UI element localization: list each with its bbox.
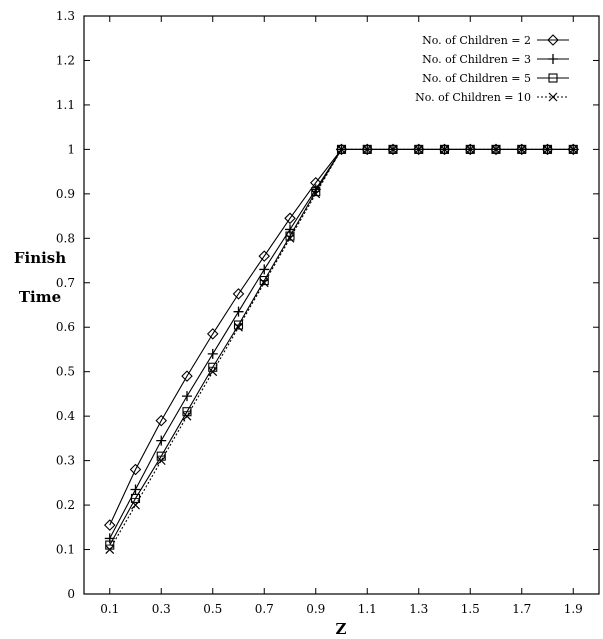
y-tick-label: 0 (67, 587, 75, 601)
y-tick-label: 0.9 (56, 187, 75, 201)
series-2 (104, 144, 579, 544)
diamond-marker (181, 370, 193, 382)
series-1 (103, 143, 580, 531)
x-tick-label: 0.3 (152, 602, 171, 616)
plus-marker (310, 184, 321, 195)
y-tick-label: 1 (67, 142, 75, 156)
cross-marker (234, 322, 243, 332)
legend-label: No. of Children = 10 (415, 91, 531, 104)
x-tick-label: 0.9 (306, 602, 325, 616)
plot-frame (83, 15, 600, 595)
y-tick-label: 0.3 (56, 454, 75, 468)
cross-marker (388, 144, 398, 154)
diamond-marker (547, 34, 559, 46)
x-tick-label: 1.5 (461, 602, 480, 616)
diamond-marker (103, 519, 116, 531)
cross-marker (105, 545, 115, 554)
legend-entry-2: No. of Children = 3 (422, 53, 569, 66)
x-tick-label: 1.3 (409, 602, 428, 616)
diamond-marker (232, 288, 245, 300)
series-line (109, 148, 574, 546)
series-line (109, 148, 574, 539)
y-tick-label: 0.2 (56, 498, 75, 512)
diamond-marker (284, 212, 296, 225)
y-axis-label-line-2: Time (19, 288, 61, 306)
x-tick-label: 0.1 (100, 602, 119, 616)
diamond-marker (129, 463, 142, 476)
diamond-marker (206, 328, 219, 340)
y-tick-label: 1.1 (56, 98, 75, 112)
y-tick-label: 1.3 (56, 9, 75, 23)
y-axis-label-line-1: Finish (14, 249, 66, 267)
legend-entry-1: No. of Children = 2 (422, 34, 569, 47)
y-tick-label: 0.6 (56, 320, 75, 334)
legend-label: No. of Children = 2 (422, 34, 531, 47)
cross-marker (182, 411, 192, 421)
plus-marker (156, 435, 167, 446)
plus-marker (130, 484, 141, 495)
series-4 (105, 144, 578, 554)
legend-entry-4: No. of Children = 10 (415, 91, 569, 104)
cross-marker (440, 144, 449, 154)
cross-marker (337, 144, 346, 154)
cross-marker (259, 278, 269, 288)
cross-marker (285, 233, 295, 243)
cross-marker (568, 144, 578, 154)
cross-marker (414, 144, 424, 154)
y-tick-label: 0.8 (56, 231, 75, 245)
cross-marker (131, 500, 140, 510)
cross-marker (156, 456, 166, 466)
plus-marker (207, 348, 218, 359)
plus-marker (259, 264, 270, 275)
cross-marker (208, 367, 218, 377)
y-tick-label: 0.4 (56, 409, 75, 423)
series-line (109, 148, 574, 526)
legend-label: No. of Children = 3 (422, 53, 531, 66)
x-tick-label: 1.1 (358, 602, 377, 616)
y-tick-label: 0.5 (56, 365, 75, 379)
x-tick-label: 1.9 (564, 602, 583, 616)
y-tick-label: 1.2 (56, 53, 75, 67)
x-axis-label: Z (336, 620, 347, 638)
x-tick-label: 0.5 (203, 602, 222, 616)
cross-marker (362, 144, 372, 154)
cross-marker (465, 144, 475, 154)
series-line (109, 148, 574, 550)
legend-entry-3: No. of Children = 5 (422, 72, 569, 85)
cross-marker (311, 189, 321, 199)
plus-marker (548, 54, 558, 64)
cross-marker (543, 144, 552, 154)
plus-marker (182, 391, 192, 402)
cross-marker (517, 144, 527, 154)
legend-label: No. of Children = 5 (422, 72, 531, 85)
cross-marker (548, 92, 558, 102)
cross-marker (491, 144, 501, 154)
y-tick-label: 0.1 (56, 543, 75, 557)
diamond-marker (155, 414, 168, 427)
diamond-marker (258, 250, 271, 262)
x-tick-label: 0.7 (255, 602, 274, 616)
series-3 (105, 144, 578, 550)
x-tick-label: 1.7 (512, 602, 531, 616)
y-tick-label: 0.7 (56, 276, 75, 290)
plus-marker (233, 306, 244, 317)
